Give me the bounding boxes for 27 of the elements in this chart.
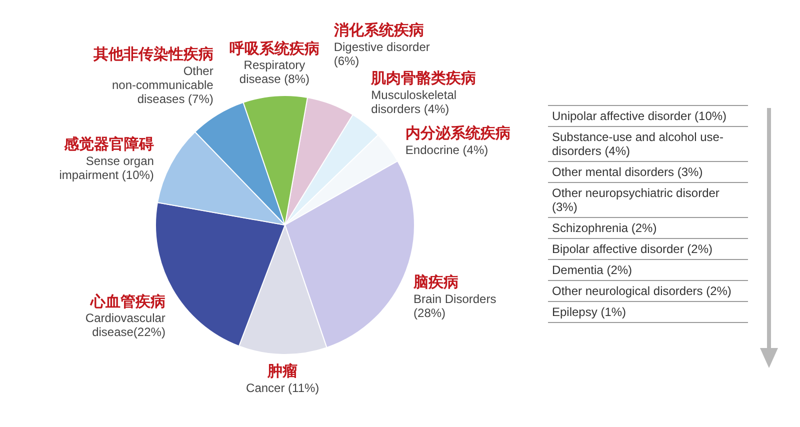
slice-label: Brain Disorders (28%) (414, 292, 496, 320)
slice-label: Sense organ impairment (10%) (59, 154, 154, 182)
slice-label: Musculoskeletal disorders (4%) (371, 88, 457, 116)
text: 肿瘤 (266, 362, 298, 380)
slice-label: Endocrine (4%) (405, 142, 488, 157)
text: Other neurological disorders (2%) (548, 281, 748, 302)
slice-label: Cardiovascular disease(22%) (85, 311, 166, 340)
text: Other neuropsychiatric disorder (3%) (548, 183, 748, 218)
text: 心血管疾病 (89, 292, 166, 310)
slice-label: Digestive disorder (6%) (334, 40, 430, 68)
slice-label: Cancer (11%) (246, 380, 320, 395)
text: 肌肉骨骼类疾病 (370, 69, 476, 88)
text: Dementia (2%) (548, 260, 748, 281)
text: Substance-use and alcohol use-disorders (4%) (548, 127, 748, 162)
text: Epilepsy (1%) (548, 302, 748, 323)
text: 内分泌系统疾病 (405, 124, 510, 142)
text: 其他非传染性疾病 (92, 45, 214, 64)
slice-label: Respiratory disease (8%) (239, 58, 310, 86)
text: 呼吸系统疾病 (229, 39, 320, 58)
text: Other mental disorders (3%) (548, 162, 748, 183)
slice-label: Other non-communicable diseases (7%) (112, 64, 214, 106)
text: 消化系统疾病 (332, 21, 424, 40)
text: Schizophrenia (2%) (548, 218, 748, 239)
text: Unipolar affective disorder (10%) (548, 105, 748, 127)
text: 脑疾病 (412, 273, 459, 292)
text: Bipolar affective disorder (2%) (548, 239, 748, 260)
text: 感觉器官障碍 (62, 134, 154, 153)
